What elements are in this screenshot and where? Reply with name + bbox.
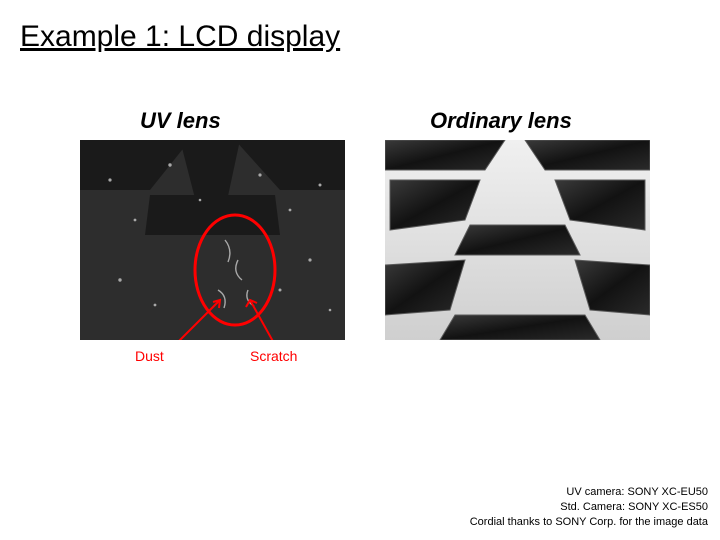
slide-title: Example 1: LCD display bbox=[20, 20, 340, 54]
uv-lens-svg bbox=[80, 140, 345, 340]
annotation-dust: Dust bbox=[135, 348, 164, 364]
credit-line-2: Std. Camera: SONY XC-ES50 bbox=[470, 500, 708, 515]
credits-block: UV camera: SONY XC-EU50 Std. Camera: SON… bbox=[470, 485, 708, 530]
ordinary-lens-svg bbox=[385, 140, 650, 340]
heading-uv-lens: UV lens bbox=[140, 108, 221, 134]
annotation-scratch: Scratch bbox=[250, 348, 297, 364]
credit-line-1: UV camera: SONY XC-EU50 bbox=[470, 485, 708, 500]
credit-line-3: Cordial thanks to SONY Corp. for the ima… bbox=[470, 515, 708, 530]
uv-lens-image bbox=[80, 140, 345, 340]
heading-ordinary-lens: Ordinary lens bbox=[430, 108, 572, 134]
slide: Example 1: LCD display UV lens Ordinary … bbox=[0, 0, 720, 540]
ordinary-lens-image bbox=[385, 140, 650, 340]
